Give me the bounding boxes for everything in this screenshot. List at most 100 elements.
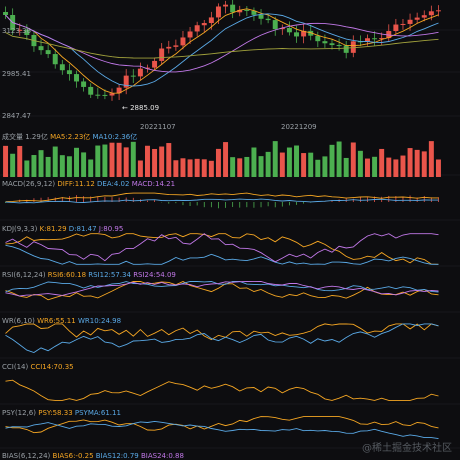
candle-body-26 <box>187 31 193 38</box>
candle-body-61 <box>435 10 441 12</box>
volume-bar-37 <box>265 151 271 177</box>
psy-line <box>5 416 439 434</box>
volume-bar-7 <box>52 146 58 177</box>
volume-bar-13 <box>95 145 101 177</box>
volume-bar-48 <box>343 157 349 177</box>
kdj-d: D:81.47 <box>68 225 97 233</box>
volume-bar-32 <box>230 157 236 177</box>
volume-bar-49 <box>350 142 356 177</box>
candle-body-10 <box>74 74 79 82</box>
volume-bar-45 <box>322 156 328 177</box>
candle-body-42 <box>301 30 307 37</box>
candle-body-47 <box>336 45 342 47</box>
date-label-2: 20221209 <box>281 123 317 131</box>
candle-body-45 <box>322 41 328 44</box>
volume-bar-0 <box>3 145 9 177</box>
candle-body-59 <box>421 15 427 18</box>
rsi-6-line <box>5 280 439 301</box>
volume-bar-56 <box>400 155 406 177</box>
candle-body-43 <box>308 30 314 36</box>
volume-title: 成交量 <box>2 133 23 141</box>
candle-body-40 <box>286 27 292 33</box>
cci-line <box>5 379 439 401</box>
candle-body-27 <box>194 25 200 32</box>
candle-body-25 <box>180 37 186 46</box>
volume-value: 1.29亿 <box>25 133 48 141</box>
candle-body-20 <box>145 67 150 69</box>
volume-bar-54 <box>386 157 392 177</box>
volume-bar-9 <box>66 156 72 177</box>
candle-body-49 <box>350 41 356 53</box>
volume-bar-15 <box>109 142 115 177</box>
candle-body-7 <box>52 54 58 65</box>
low-price-value: 2885.09 <box>130 104 160 112</box>
volume-bar-14 <box>102 144 108 177</box>
volume-bar-4 <box>31 155 37 177</box>
cci-legend: CCI(14) CCI14:70.35 <box>2 363 74 371</box>
rsi-12: RSI12:57.34 <box>88 271 131 279</box>
candle-body-39 <box>279 27 285 30</box>
bias-title: BIAS(6,12,24) <box>2 452 51 460</box>
volume-bar-43 <box>308 152 314 177</box>
wr-legend: WR(6,10) WR6:55.11 WR10:24.98 <box>2 317 121 325</box>
candle-body-6 <box>45 50 51 55</box>
volume-bar-36 <box>258 156 264 177</box>
volume-bar-51 <box>365 158 370 177</box>
volume-legend: 成交量 1.29亿 MA5:2.23亿 MA10:2.36亿 <box>2 133 137 141</box>
candle-body-48 <box>343 45 349 53</box>
volume-bar-8 <box>59 155 65 177</box>
psyma-value: PSYMA:61.11 <box>74 409 121 417</box>
volume-bar-57 <box>407 148 413 177</box>
volume-bar-40 <box>286 147 292 177</box>
volume-bar-61 <box>435 159 441 177</box>
volume-bar-42 <box>301 153 307 177</box>
volume-bar-44 <box>315 159 321 177</box>
candle-body-46 <box>329 43 335 46</box>
candle-body-21 <box>152 60 158 68</box>
wr-10: WR10:24.98 <box>77 317 122 325</box>
volume-bar-52 <box>372 156 378 177</box>
candle-body-34 <box>244 9 250 11</box>
candle-body-54 <box>386 31 392 39</box>
volume-bar-53 <box>379 148 385 177</box>
candle-body-31 <box>223 4 229 7</box>
volume-bar-21 <box>152 148 158 177</box>
candle-body-23 <box>166 46 172 49</box>
volume-bar-25 <box>180 158 186 177</box>
volume-bar-34 <box>244 156 250 177</box>
candle-body-12 <box>88 86 94 95</box>
volume-bar-10 <box>74 147 79 177</box>
bias-6: BIAS6:-0.25 <box>52 452 94 460</box>
price-ma60-line <box>5 32 439 59</box>
candle-body-8 <box>59 64 65 71</box>
volume-bar-41 <box>294 145 299 177</box>
kdj-j: J:80.95 <box>98 225 124 233</box>
volume-bar-18 <box>130 141 136 177</box>
volume-bar-47 <box>336 141 342 177</box>
volume-bar-3 <box>24 160 30 177</box>
volume-bar-22 <box>159 146 165 177</box>
kdj-k: K:81.29 <box>39 225 67 233</box>
wr-10-line <box>5 323 439 353</box>
candle-body-44 <box>315 35 321 42</box>
candle-body-36 <box>258 14 264 19</box>
candle-body-60 <box>428 11 434 16</box>
psy-value: PSY:58.33 <box>38 409 73 417</box>
rsi-24-line <box>5 281 439 297</box>
volume-bar-1 <box>10 153 16 177</box>
volume-bar-26 <box>187 159 193 177</box>
volume-bar-33 <box>237 158 243 177</box>
volume-bar-39 <box>279 152 285 177</box>
price-ma5-line <box>5 8 439 94</box>
price-axis-mid: 2985.41 <box>2 70 31 78</box>
date-label-1: 20221107 <box>140 123 176 131</box>
candle-body-41 <box>294 32 299 37</box>
volume-bar-17 <box>123 147 129 177</box>
volume-bar-23 <box>166 143 172 177</box>
candle-body-19 <box>137 68 143 77</box>
candle-body-53 <box>379 38 385 40</box>
macd-legend: MACD(26,9,12) DIFF:11.12 DEA:4.02 MACD:1… <box>2 180 175 188</box>
volume-bar-46 <box>329 144 335 177</box>
psy-title: PSY(12,6) <box>2 409 36 417</box>
